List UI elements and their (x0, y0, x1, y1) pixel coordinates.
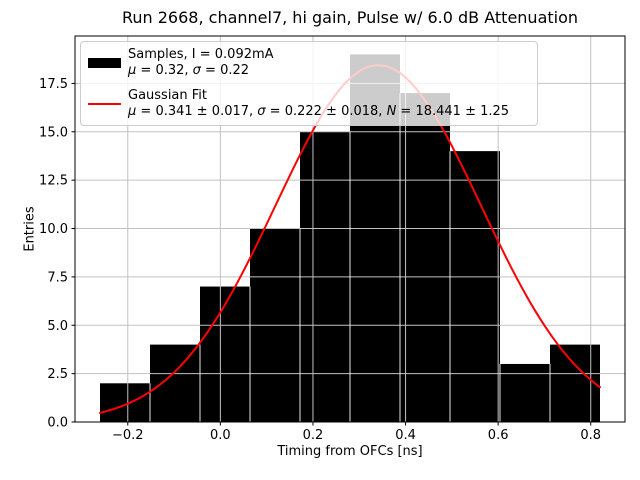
histogram-swatch (88, 58, 121, 68)
legend-fit-stats: μ = 0.341 ± 0.017, σ = 0.222 ± 0.018, N … (128, 104, 509, 120)
x-tick-label: 0.6 (488, 428, 509, 443)
fit-line-swatch (88, 103, 121, 105)
x-axis-label: Timing from OFCs [ns] (277, 444, 423, 459)
x-tick-label: 0.8 (580, 428, 601, 443)
text-segment: = 0.341 ± 0.017, (136, 104, 258, 119)
legend-handle-col (88, 103, 121, 105)
y-tick-label: 15.0 (39, 125, 68, 140)
y-axis-label: Entries (22, 206, 38, 252)
histogram-bar (150, 344, 200, 422)
chart-title: Run 2668, channel7, hi gain, Pulse w/ 6.… (121, 8, 579, 27)
text-segment: σ (257, 104, 266, 119)
y-tick-label: 2.5 (47, 367, 68, 382)
x-tick-label: 0.4 (395, 428, 416, 443)
y-tick-label: 10.0 (39, 222, 68, 237)
text-segment: = 18.441 ± 1.25 (396, 104, 510, 119)
histogram-bar (450, 151, 500, 422)
legend-handle-col (88, 58, 121, 68)
legend-text-samples: Samples, I = 0.092mA μ = 0.32, σ = 0.22 (128, 47, 274, 79)
legend: Samples, I = 0.092mA μ = 0.32, σ = 0.22 … (80, 41, 538, 126)
histogram-bar (200, 286, 250, 422)
x-tick-label: −0.2 (112, 428, 144, 443)
histogram-bar (500, 363, 550, 422)
legend-samples-stats: μ = 0.32, σ = 0.22 (128, 63, 274, 79)
x-tick-label: 0.2 (303, 428, 324, 443)
text-segment: σ (192, 63, 201, 78)
y-tick-label: 17.5 (39, 77, 68, 92)
y-tick-label: 0.0 (47, 416, 68, 431)
legend-entry-fit: Gaussian Fit μ = 0.341 ± 0.017, σ = 0.22… (88, 88, 530, 120)
legend-text-fit: Gaussian Fit μ = 0.341 ± 0.017, σ = 0.22… (128, 88, 509, 120)
text-segment: μ (128, 104, 137, 119)
text-segment: N (386, 104, 397, 119)
histogram-bar (550, 344, 600, 422)
histogram-bar (400, 93, 450, 422)
text-segment: = 0.22 (200, 63, 250, 78)
legend-samples-label: Samples, I = 0.092mA (128, 47, 274, 62)
legend-entry-samples: Samples, I = 0.092mA μ = 0.32, σ = 0.22 (88, 47, 530, 79)
x-tick-label: 0.0 (210, 428, 231, 443)
text-segment: = 0.222 ± 0.018, (265, 104, 387, 119)
text-segment: μ (128, 63, 137, 78)
y-tick-label: 12.5 (39, 174, 68, 189)
histogram-bar (100, 383, 150, 422)
y-tick-label: 5.0 (47, 319, 68, 334)
legend-fit-label: Gaussian Fit (128, 88, 208, 103)
text-segment: = 0.32, (136, 63, 193, 78)
y-tick-label: 7.5 (47, 270, 68, 285)
